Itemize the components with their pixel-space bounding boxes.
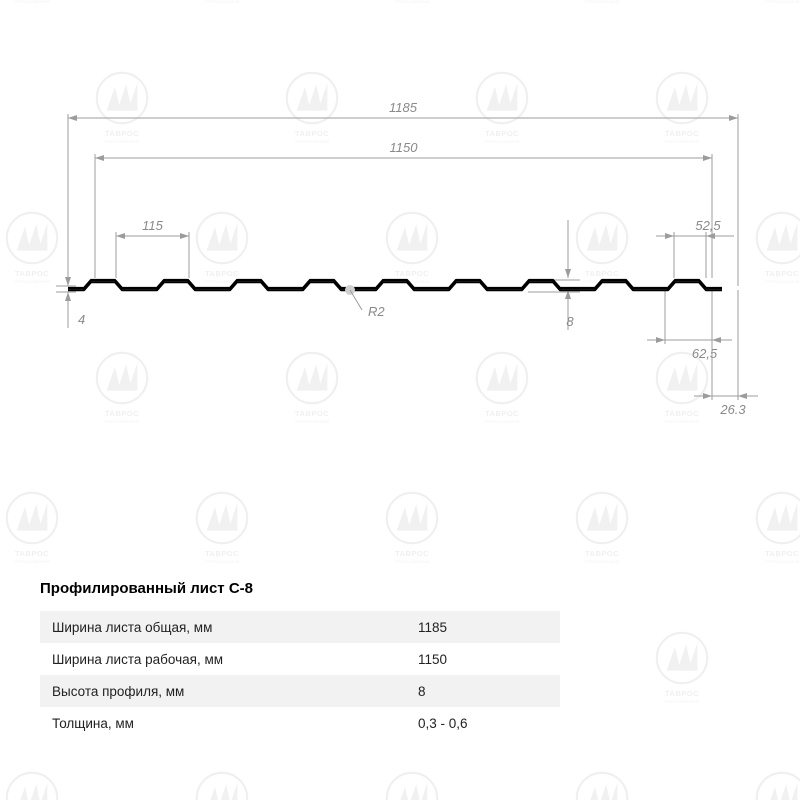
svg-text:115: 115: [142, 218, 163, 233]
watermark-icon: ТАВРОС ГРУППА КОМПАНИЙ: [560, 770, 644, 800]
svg-text:ГРУППА КОМПАНИЙ: ГРУППА КОМПАНИЙ: [395, 560, 430, 564]
svg-text:1185: 1185: [389, 100, 418, 115]
spec-title: Профилированный лист С-8: [40, 580, 560, 597]
svg-text:R2: R2: [368, 304, 385, 319]
svg-text:52,5: 52,5: [695, 218, 721, 233]
spec-label: Ширина листа общая, мм: [40, 611, 406, 643]
svg-text:ГРУППА КОМПАНИЙ: ГРУППА КОМПАНИЙ: [205, 560, 240, 564]
svg-text:8: 8: [566, 314, 574, 329]
svg-text:1150: 1150: [390, 140, 419, 155]
svg-text:62,5: 62,5: [692, 346, 718, 361]
svg-text:ТАВРОС: ТАВРОС: [665, 689, 699, 698]
spec-label: Ширина листа рабочая, мм: [40, 643, 406, 675]
watermark-icon: ТАВРОС ГРУППА КОМПАНИЙ: [0, 770, 74, 800]
spec-table: Ширина листа общая, мм1185Ширина листа р…: [40, 611, 560, 739]
spec-value: 1185: [406, 611, 560, 643]
table-row: Ширина листа рабочая, мм1150: [40, 643, 560, 675]
svg-text:ГРУППА КОМПАНИЙ: ГРУППА КОМПАНИЙ: [665, 700, 700, 704]
table-row: Толщина, мм0,3 - 0,6: [40, 707, 560, 739]
svg-text:ГРУППА КОМПАНИЙ: ГРУППА КОМПАНИЙ: [15, 560, 50, 564]
watermark-icon: ТАВРОС ГРУППА КОМПАНИЙ: [740, 770, 800, 800]
svg-text:4: 4: [78, 312, 85, 327]
spec-value: 0,3 - 0,6: [406, 707, 560, 739]
watermark-icon: ТАВРОС ГРУППА КОМПАНИЙ: [370, 770, 454, 800]
spec-label: Высота профиля, мм: [40, 675, 406, 707]
spec-table-block: Профилированный лист С-8 Ширина листа об…: [40, 580, 560, 739]
table-row: Высота профиля, мм8: [40, 675, 560, 707]
spec-value: 1150: [406, 643, 560, 675]
spec-label: Толщина, мм: [40, 707, 406, 739]
svg-text:ГРУППА КОМПАНИЙ: ГРУППА КОМПАНИЙ: [765, 560, 800, 564]
svg-text:ГРУППА КОМПАНИЙ: ГРУППА КОМПАНИЙ: [585, 560, 620, 564]
svg-text:26.3: 26.3: [719, 402, 746, 417]
profile-diagram: 1185 1150 115 52,5 62,5 26.3 8 4 R2: [0, 0, 800, 560]
watermark-icon: ТАВРОС ГРУППА КОМПАНИЙ: [180, 770, 264, 800]
table-row: Ширина листа общая, мм1185: [40, 611, 560, 643]
watermark-icon: ТАВРОС ГРУППА КОМПАНИЙ: [640, 630, 724, 714]
spec-value: 8: [406, 675, 560, 707]
